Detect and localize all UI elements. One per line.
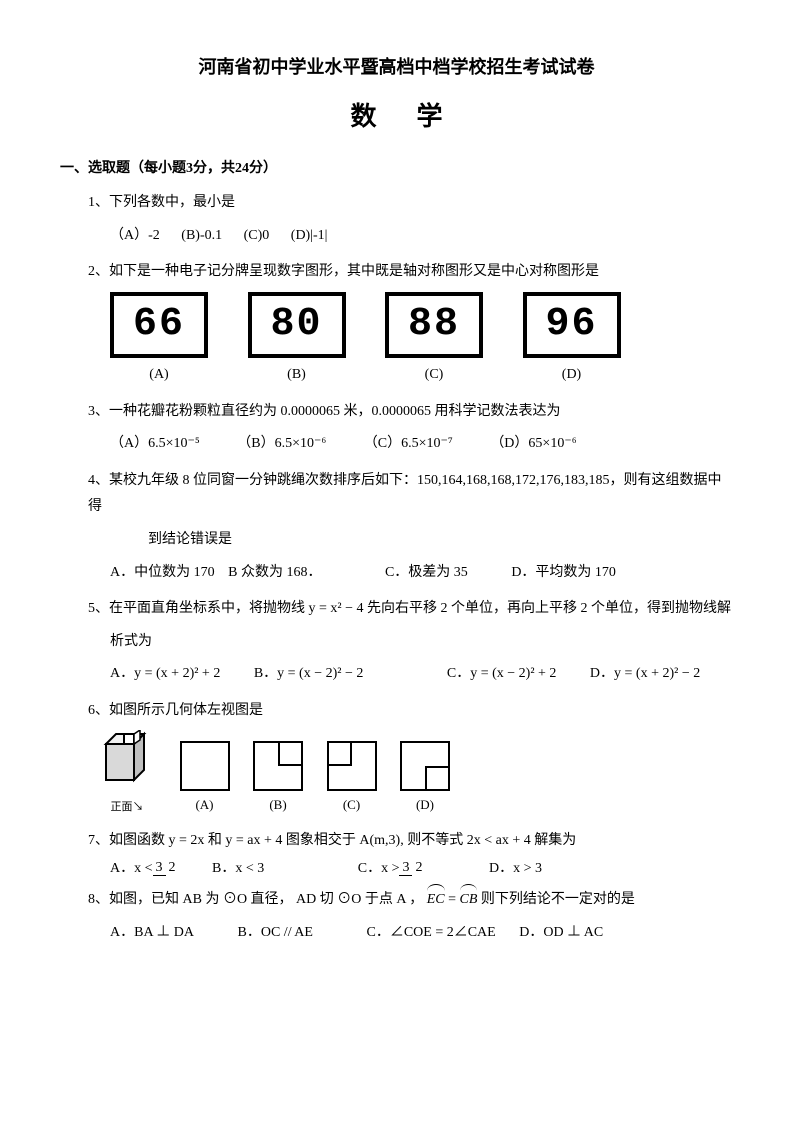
q6-label-c: (C) (327, 793, 377, 818)
q2-fig-d: 96 (D) (523, 292, 621, 389)
q7-opt-c: C．x > 32 (358, 861, 426, 878)
q8-opt-d: D．OD ⊥ AC (519, 920, 603, 947)
q8-stem-pre: 8、如图，已知 AB 为 ⊙O 直径， AD 切 ⊙O 于点 A ， (88, 892, 423, 907)
digit-display-icon: 88 (385, 292, 483, 358)
q5-opt-a: A．y = (x + 2)² + 2 (110, 661, 220, 688)
question-3: 3、一种花瓣花粉颗粒直径约为 0.0000065 米，0.0000065 用科学… (88, 399, 733, 458)
fraction-icon: 32 (153, 861, 179, 876)
q2-label-a: (A) (110, 362, 208, 389)
q5-opt-b: B．y = (x − 2)² − 2 (254, 661, 364, 688)
square-icon (327, 741, 377, 791)
q1-stem: 1、下列各数中，最小是 (88, 190, 733, 217)
page-subtitle: 数学 (60, 92, 733, 141)
q4-opt-b: B 众数为 168． (228, 560, 321, 587)
q4-opt-c: C．极差为 35 (385, 560, 468, 587)
q6-label-b: (B) (253, 793, 303, 818)
frac-num: 3 (399, 861, 412, 876)
q2-figure-row: 66 (A) 80 (B) 88 (C) 96 (D) (110, 292, 733, 389)
digit-text: 96 (545, 305, 597, 345)
frac-den: 2 (412, 861, 425, 875)
q6-opt-b: (B) (253, 741, 303, 818)
q4-options: A．中位数为 170 B 众数为 168． C．极差为 35 D．平均数为 17… (110, 560, 733, 587)
q8-opt-b: B．OC // AE (238, 920, 313, 947)
q6-opt-c: (C) (327, 741, 377, 818)
q3-stem: 3、一种花瓣花粉颗粒直径约为 0.0000065 米，0.0000065 用科学… (88, 399, 733, 426)
q4-opt-a: A．中位数为 170 (110, 560, 215, 587)
digit-display-icon: 66 (110, 292, 208, 358)
q7-stem: 7、如图函数 y = 2x 和 y = ax + 4 图象相交于 A(m,3),… (88, 828, 733, 855)
frac-den: 2 (166, 861, 179, 875)
fraction-icon: 32 (399, 861, 425, 876)
q2-stem: 2、如下是一种电子记分牌呈现数字图形，其中既是轴对称图形又是中心对称图形是 (88, 259, 733, 286)
q5-options: A．y = (x + 2)² + 2 B．y = (x − 2)² − 2 C．… (110, 661, 733, 688)
q4-opt-d: D．平均数为 170 (511, 560, 616, 587)
q7-a-pre: A．x < (110, 861, 153, 878)
question-1: 1、下列各数中，最小是 （A）-2 (B)-0.1 (C)0 (D)|-1| (88, 190, 733, 249)
question-4: 4、某校九年级 8 位同窗一分钟跳绳次数排序后如下：150,164,168,16… (88, 468, 733, 586)
q3-opt-b: （B）6.5×10⁻⁶ (237, 431, 326, 458)
q6-solid-icon: 正面↘ (98, 730, 156, 817)
q2-fig-a: 66 (A) (110, 292, 208, 389)
q2-label-d: (D) (523, 362, 621, 389)
q8-opt-c: C．∠COE = 2∠CAE (366, 920, 495, 947)
frac-num: 3 (153, 861, 166, 876)
q8-stem: 8、如图，已知 AB 为 ⊙O 直径， AD 切 ⊙O 于点 A ， EC = … (88, 887, 733, 914)
q2-fig-c: 88 (C) (385, 292, 483, 389)
square-icon (180, 741, 230, 791)
q5-opt-d: D．y = (x + 2)² − 2 (590, 661, 700, 688)
q1-opt-d: (D)|-1| (291, 223, 328, 250)
digit-display-icon: 96 (523, 292, 621, 358)
inner-square-icon (327, 741, 352, 766)
q2-label-b: (B) (248, 362, 346, 389)
q6-opt-d: (D) (400, 741, 450, 818)
question-5: 5、在平面直角坐标系中，将抛物线 y = x² − 4 先向右平移 2 个单位，… (88, 596, 733, 688)
square-icon (253, 741, 303, 791)
q2-fig-b: 80 (B) (248, 292, 346, 389)
q5-stem-1: 5、在平面直角坐标系中，将抛物线 y = x² − 4 先向右平移 2 个单位，… (88, 596, 733, 623)
q5-opt-c: C．y = (x − 2)² + 2 (447, 661, 557, 688)
q3-options: （A）6.5×10⁻⁵ （B）6.5×10⁻⁶ （C）6.5×10⁻⁷ （D）6… (110, 431, 733, 458)
inner-square-icon (425, 766, 450, 791)
q3-opt-c: （C）6.5×10⁻⁷ (364, 431, 453, 458)
q8-options: A．BA ⊥ DA B．OC // AE C．∠COE = 2∠CAE D．OD… (110, 920, 733, 947)
arc-ec-icon: EC (427, 887, 445, 914)
question-2: 2、如下是一种电子记分牌呈现数字图形，其中既是轴对称图形又是中心对称图形是 66… (88, 259, 733, 388)
q5-stem-2: 析式为 (110, 629, 733, 656)
q8-stem-post: 则下列结论不一定对的是 (481, 892, 635, 907)
q1-opt-c: (C)0 (244, 223, 270, 250)
q6-stem: 6、如图所示几何体左视图是 (88, 698, 733, 725)
q7-opt-d: D．x > 3 (489, 861, 542, 878)
page-title: 河南省初中学业水平暨高档中档学校招生考试试卷 (60, 50, 733, 84)
q1-options: （A）-2 (B)-0.1 (C)0 (D)|-1| (110, 223, 733, 250)
question-6: 6、如图所示几何体左视图是 正面↘ (A) (B) (88, 698, 733, 818)
q3-opt-a: （A）6.5×10⁻⁵ (110, 431, 200, 458)
q6-label-d: (D) (400, 793, 450, 818)
digit-text: 80 (270, 305, 322, 345)
q6-front-label: 正面↘ (98, 797, 156, 818)
q7-options: A．x < 32 B．x < 3 C．x > 32 D．x > 3 (110, 861, 733, 878)
question-8: 8、如图，已知 AB 为 ⊙O 直径， AD 切 ⊙O 于点 A ， EC = … (88, 887, 733, 946)
q7-c-pre: C．x > (358, 861, 400, 878)
q7-opt-b: B．x < 3 (212, 861, 264, 878)
q4-stem-2: 到结论错误是 (148, 527, 733, 554)
section-header: 一、选取题（每小题3分，共24分） (60, 156, 733, 183)
q3-opt-d: （D）65×10⁻⁶ (490, 431, 576, 458)
q1-opt-b: (B)-0.1 (181, 223, 222, 250)
square-icon (400, 741, 450, 791)
q4-stem-1: 4、某校九年级 8 位同窗一分钟跳绳次数排序后如下：150,164,168,16… (88, 468, 733, 521)
q2-label-c: (C) (385, 362, 483, 389)
q1-opt-a: （A）-2 (110, 223, 160, 250)
digit-text: 66 (133, 305, 185, 345)
digit-text: 88 (408, 305, 460, 345)
inner-square-icon (278, 741, 303, 766)
digit-display-icon: 80 (248, 292, 346, 358)
q8-eq: = (445, 892, 460, 907)
question-7: 7、如图函数 y = 2x 和 y = ax + 4 图象相交于 A(m,3),… (88, 828, 733, 877)
q7-opt-a: A．x < 32 (110, 861, 179, 878)
q6-figure-row: 正面↘ (A) (B) (C) (D) (98, 730, 733, 817)
arc-cb-icon: CB (460, 887, 478, 914)
q6-label-a: (A) (180, 793, 230, 818)
q6-opt-a: (A) (180, 741, 230, 818)
q8-opt-a: A．BA ⊥ DA (110, 920, 194, 947)
